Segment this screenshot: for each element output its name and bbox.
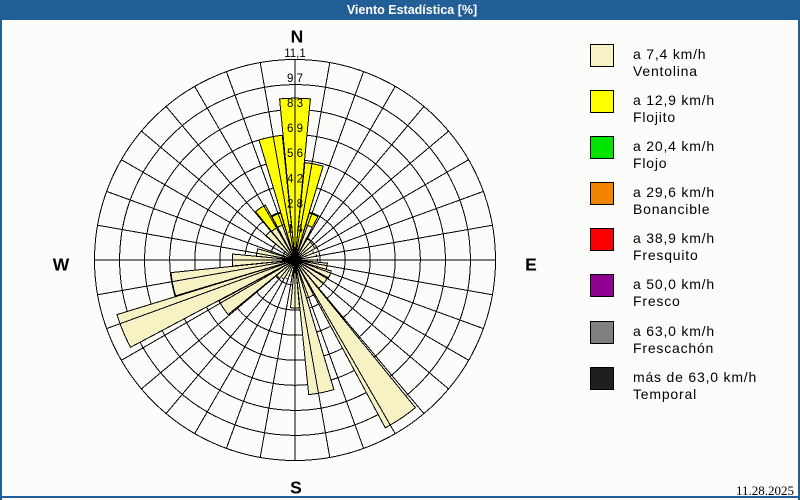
svg-text:2,8: 2,8 xyxy=(287,198,303,210)
svg-text:W: W xyxy=(53,255,70,275)
svg-text:4,2: 4,2 xyxy=(287,173,303,185)
svg-text:1,4: 1,4 xyxy=(287,223,304,235)
svg-text:N: N xyxy=(291,27,304,47)
svg-text:E: E xyxy=(525,255,537,275)
svg-text:5,6: 5,6 xyxy=(287,148,303,160)
svg-text:8,3: 8,3 xyxy=(287,98,303,110)
svg-text:6,9: 6,9 xyxy=(287,123,303,135)
svg-text:S: S xyxy=(290,478,302,498)
svg-text:11,1: 11,1 xyxy=(284,48,306,60)
svg-text:9,7: 9,7 xyxy=(287,73,303,85)
